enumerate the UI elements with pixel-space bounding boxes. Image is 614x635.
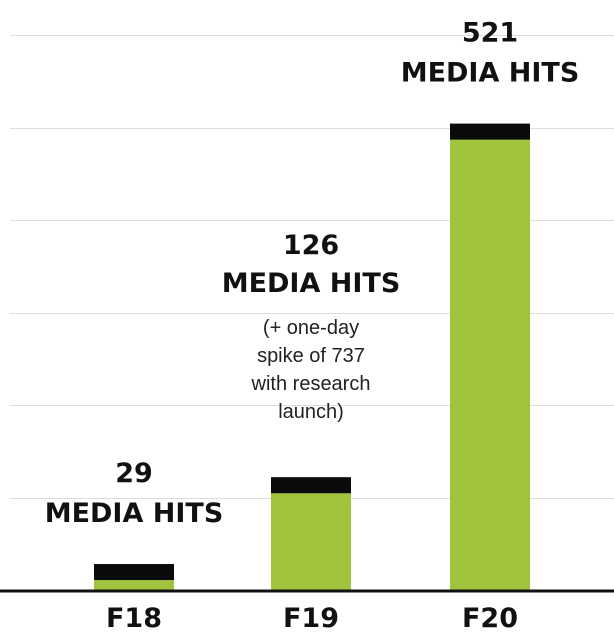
bar-cap-f19 — [271, 477, 351, 494]
annotation-line: launch) — [278, 401, 344, 423]
data-label-unit: MEDIA HITS — [222, 268, 401, 299]
x-tick-labels: F18 F19 F20 — [106, 603, 518, 634]
data-label-unit: MEDIA HITS — [45, 498, 224, 529]
x-tick-label: F20 — [462, 603, 518, 634]
bar-f20 — [450, 123, 530, 590]
x-tick-label: F18 — [106, 603, 162, 634]
data-label-unit: MEDIA HITS — [401, 58, 580, 89]
bar-cap-f20 — [450, 123, 530, 140]
annotation-line: (+ one-day — [263, 317, 359, 339]
annotation: (+ one-day spike of 737 with research launc… — [251, 317, 371, 423]
annotation-line: spike of 737 — [257, 345, 365, 367]
x-tick-label: F19 — [283, 603, 339, 634]
bar-f19 — [271, 477, 351, 590]
data-label-number: 29 — [115, 458, 153, 489]
bars — [94, 123, 530, 590]
bar-cap-f18 — [94, 564, 174, 581]
annotation-line: with research — [251, 373, 371, 395]
data-labels: 29 MEDIA HITS 126 MEDIA HITS 521 MEDIA HITS — [45, 18, 580, 529]
data-label-number: 521 — [462, 18, 518, 49]
data-label-number: 126 — [283, 230, 339, 261]
